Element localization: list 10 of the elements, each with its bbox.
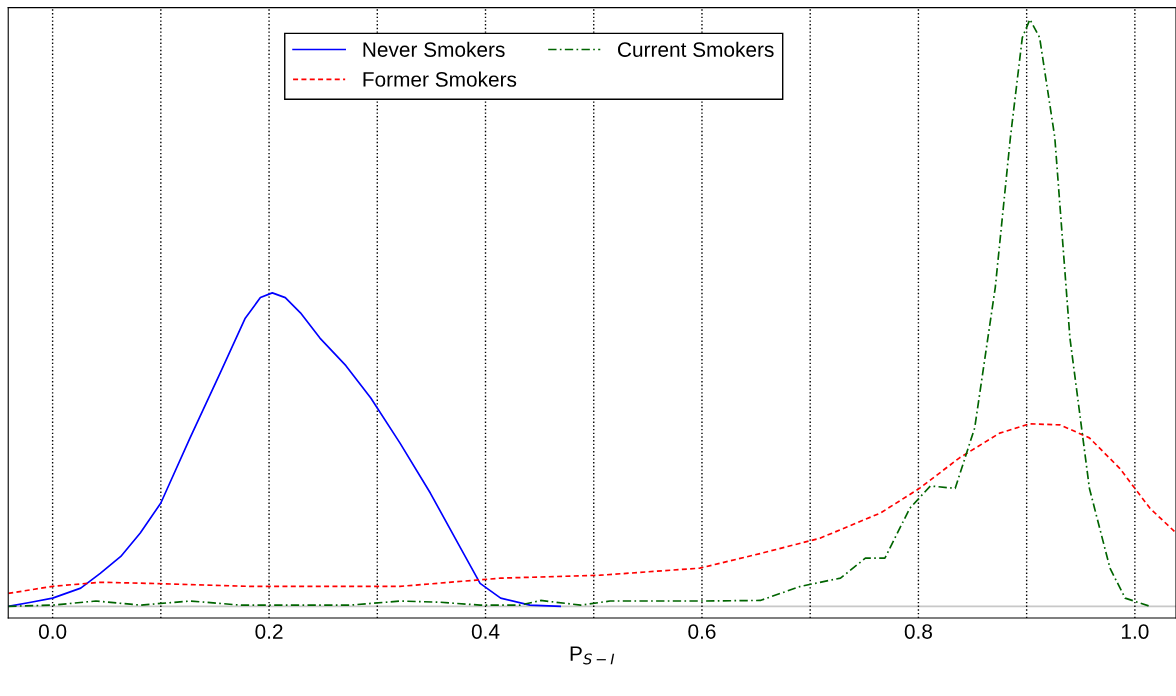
x-tick-label: 0.8 xyxy=(904,624,932,639)
x-tick-label: 1.0 xyxy=(1121,624,1149,639)
legend-label: Former Smokers xyxy=(363,71,517,87)
x-axis-title: P$_{S−I}$ xyxy=(570,646,615,665)
legend-label: Current Smokers xyxy=(617,41,774,57)
x-tick-label: 0.2 xyxy=(255,624,283,639)
x-tick-label: 0.4 xyxy=(471,624,500,639)
x-tick-label: 0.6 xyxy=(688,624,716,639)
legend-label: Never Smokers xyxy=(363,41,505,57)
x-tick-label: 0.0 xyxy=(38,624,67,639)
